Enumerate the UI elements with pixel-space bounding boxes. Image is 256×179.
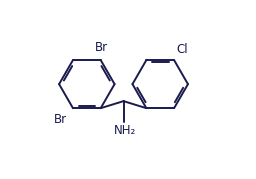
Text: Br: Br [54, 113, 67, 126]
Text: Br: Br [95, 41, 108, 54]
Text: Cl: Cl [176, 43, 187, 56]
Text: NH₂: NH₂ [114, 124, 136, 137]
